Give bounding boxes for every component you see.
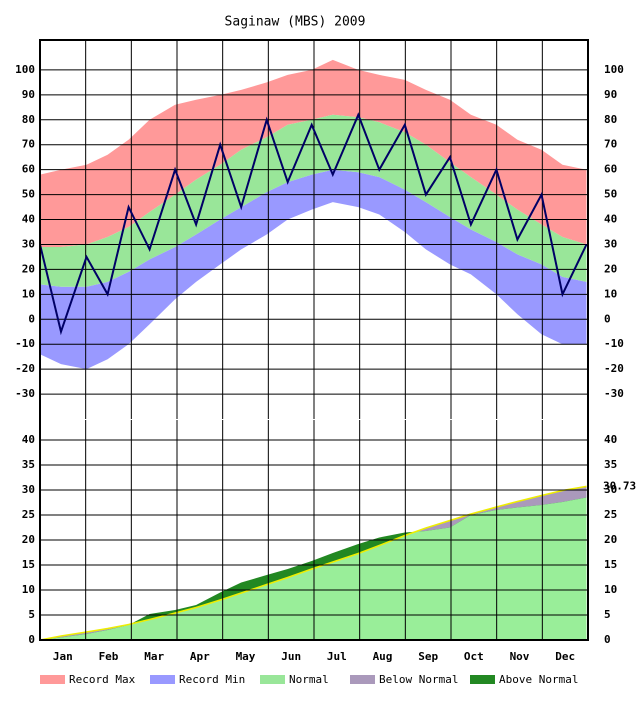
y-tick-label-right: 0 (604, 312, 611, 325)
y-tick-label-right: -20 (604, 362, 624, 375)
y-tick-label-right: 20 (604, 262, 617, 275)
y-tick-label: 90 (22, 88, 35, 101)
actual-temperature-line (39, 112, 588, 336)
plot (39, 40, 588, 641)
x-tick-label: Sep (418, 650, 438, 663)
y-tick-label-right: 70 (604, 138, 617, 151)
y-tick-label: 0 (28, 633, 35, 646)
y-tick-label: 60 (22, 163, 35, 176)
y-tick-label-right: -10 (604, 337, 624, 350)
y-tick-label: 0 (28, 312, 35, 325)
x-tick-label: Jul (327, 650, 347, 663)
legend-label: Below Normal (379, 673, 458, 686)
legend-label: Record Max (69, 673, 136, 686)
y-tick-label-right: 90 (604, 88, 617, 101)
y-tick-label: 100 (15, 63, 35, 76)
y-tick-label: -30 (15, 387, 35, 400)
y-tick-label: 20 (22, 533, 35, 546)
y-tick-label-right: 30 (604, 237, 617, 250)
y-tick-label: 70 (22, 138, 35, 151)
y-tick-label-right: 40 (604, 433, 617, 446)
legend-label: Above Normal (499, 673, 578, 686)
y-tick-label: 30 (22, 237, 35, 250)
y-tick-label-right: -30 (604, 387, 624, 400)
y-tick-label: 40 (22, 213, 35, 226)
legend-swatch (350, 675, 375, 684)
y-tick-label: 5 (28, 608, 35, 621)
x-tick-label: Apr (190, 650, 210, 663)
legend-swatch (260, 675, 285, 684)
x-tick-label: Dec (555, 650, 575, 663)
y-tick-label: 40 (22, 433, 35, 446)
y-tick-label: 10 (22, 583, 35, 596)
legend-label: Record Min (179, 673, 245, 686)
x-tick-label: Jun (281, 650, 301, 663)
x-tick-label: May (236, 650, 256, 663)
total-label: 30.73 (603, 479, 636, 492)
legend-swatch (470, 675, 495, 684)
y-tick-label-right: 15 (604, 558, 617, 571)
y-tick-label: -10 (15, 337, 35, 350)
y-tick-label-right: 5 (604, 608, 611, 621)
legend-swatch (150, 675, 175, 684)
y-tick-label-right: 25 (604, 508, 617, 521)
chart-title: Saginaw (MBS) 2009 (225, 15, 366, 30)
y-tick-label-right: 10 (604, 583, 617, 596)
x-tick-label: Nov (510, 650, 530, 663)
legend-label: Normal (289, 673, 329, 686)
y-tick-label-right: 60 (604, 163, 617, 176)
y-tick-label: 10 (22, 287, 35, 300)
x-tick-label: Oct (464, 650, 484, 663)
y-tick-label: 15 (22, 558, 35, 571)
y-tick-label: 80 (22, 113, 35, 126)
y-tick-label: -20 (15, 362, 35, 375)
x-tick-label: Feb (99, 650, 119, 663)
y-tick-label-right: 0 (604, 633, 611, 646)
x-tick-label: Jan (53, 650, 73, 663)
y-tick-label-right: 50 (604, 188, 617, 201)
y-tick-label-right: 10 (604, 287, 617, 300)
plot-frame (39, 39, 589, 641)
y-tick-label: 30 (22, 483, 35, 496)
y-tick-label-right: 80 (604, 113, 617, 126)
y-tick-label: 20 (22, 262, 35, 275)
y-tick-label-right: 40 (604, 213, 617, 226)
x-tick-label: Aug (373, 650, 393, 663)
legend-swatch (40, 675, 65, 684)
y-tick-label-right: 100 (604, 63, 624, 76)
y-tick-label-right: 30 (604, 483, 617, 496)
y-tick-label: 35 (22, 458, 35, 471)
y-tick-label: 50 (22, 188, 35, 201)
y-tick-label-right: 35 (604, 458, 617, 471)
y-tick-label: 25 (22, 508, 35, 521)
y-tick-label-right: 20 (604, 533, 617, 546)
x-tick-label: Mar (144, 650, 164, 663)
